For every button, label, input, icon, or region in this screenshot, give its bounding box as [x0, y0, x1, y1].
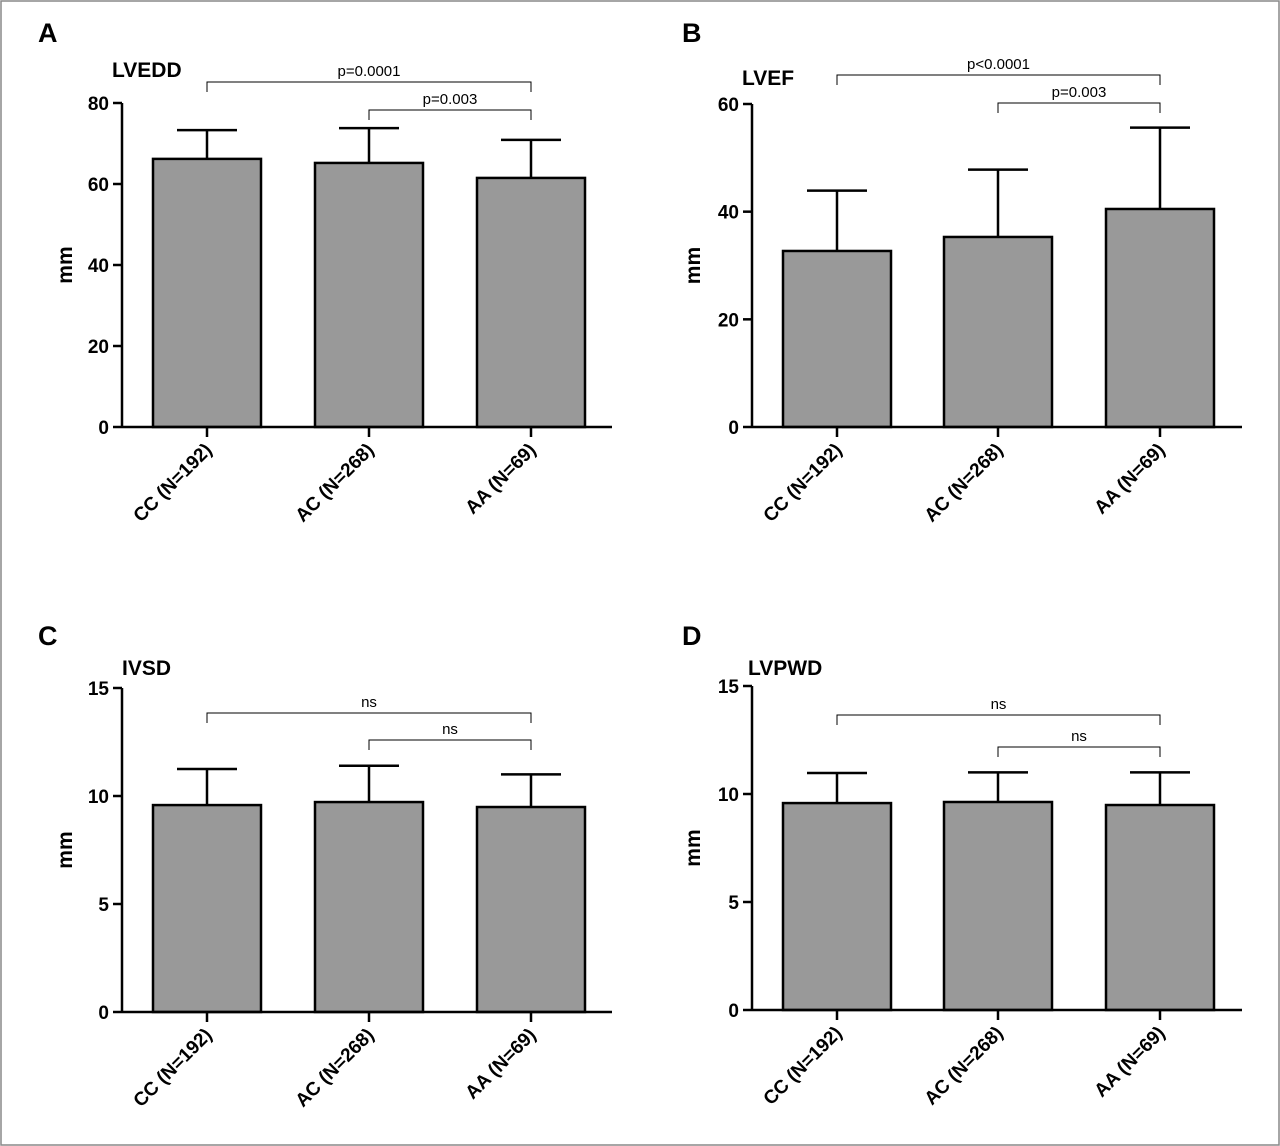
- x-tick-label: CC (N=192): [760, 1023, 847, 1110]
- y-tick-label: 15: [718, 677, 740, 698]
- y-tick-label: 20: [88, 337, 109, 358]
- chart-title: IVSD: [122, 657, 171, 680]
- bar-aa: [475, 176, 587, 429]
- significance-bracket: [368, 739, 532, 750]
- bar-cc: [781, 801, 893, 1012]
- x-tick-label: AA (N=69): [1091, 440, 1170, 519]
- bar-ac: [942, 800, 1054, 1012]
- y-tick-label: 5: [728, 893, 739, 914]
- y-tick-label: 10: [718, 785, 739, 806]
- y-tick-label: 0: [98, 1003, 109, 1024]
- bar-aa: [475, 805, 587, 1014]
- y-tick-label: 10: [88, 787, 109, 808]
- significance-bracket: [836, 74, 1161, 85]
- significance-bracket: [206, 81, 532, 92]
- x-tick-label: CC (N=192): [130, 1025, 217, 1112]
- y-axis-label: mm: [54, 831, 77, 868]
- significance-bracket: [368, 109, 532, 120]
- significance-label: ns: [442, 721, 458, 738]
- y-tick-label: 0: [728, 418, 739, 439]
- y-tick-label: 60: [88, 175, 109, 196]
- x-tick-label: AC (N=268): [292, 1025, 379, 1112]
- bar-ac: [942, 235, 1054, 429]
- significance-label: p=0.003: [1052, 84, 1107, 101]
- x-tick-label: AC (N=268): [921, 440, 1008, 527]
- y-tick-label: 5: [98, 895, 109, 916]
- bar-cc: [151, 803, 263, 1014]
- y-tick-label: 40: [88, 256, 109, 277]
- y-tick-label: 80: [88, 94, 109, 115]
- bar-aa: [1104, 207, 1216, 429]
- y-tick-label: 15: [88, 679, 110, 700]
- x-tick-label: AC (N=268): [921, 1023, 1008, 1110]
- x-tick-label: AA (N=69): [462, 1025, 541, 1104]
- panel-letter: D: [682, 621, 702, 651]
- significance-bracket: [836, 714, 1161, 725]
- y-tick-label: 60: [718, 95, 739, 116]
- significance-label: p=0.0001: [338, 63, 401, 80]
- significance-bracket: [997, 746, 1161, 757]
- y-axis-label: mm: [54, 246, 77, 283]
- bar-ac: [313, 161, 425, 429]
- x-tick-label: CC (N=192): [760, 440, 847, 527]
- chart-title: LVEDD: [112, 59, 182, 82]
- bar-cc: [781, 249, 893, 429]
- significance-bracket: [206, 712, 532, 723]
- x-tick-label: AA (N=69): [462, 440, 541, 519]
- significance-label: ns: [991, 696, 1007, 713]
- panel-letter: A: [38, 18, 58, 48]
- bar-ac: [313, 800, 425, 1014]
- x-tick-label: AC (N=268): [292, 440, 379, 527]
- y-axis-label: mm: [682, 829, 705, 866]
- chart-title: LVEF: [742, 67, 794, 90]
- panel-c: C IVSD mm CC (N=192) AC (N=268) AA (N=69) 0 5 10…: [38, 621, 612, 1112]
- significance-label: ns: [361, 694, 377, 711]
- x-tick-label: AA (N=69): [1091, 1023, 1170, 1102]
- y-tick-label: 20: [718, 310, 739, 331]
- y-tick-label: 0: [728, 1001, 739, 1022]
- x-tick-label: CC (N=192): [130, 440, 217, 527]
- panel-letter: B: [682, 18, 702, 48]
- bar-aa: [1104, 803, 1216, 1012]
- panel-a: A LVEDD mm CC (N=192) AC (N=268) AA (N=69) 0 20…: [38, 18, 612, 527]
- significance-bracket: [997, 102, 1161, 113]
- significance-label: p=0.003: [423, 91, 478, 108]
- significance-label: p<0.0001: [967, 56, 1030, 73]
- chart-title: LVPWD: [748, 657, 822, 680]
- panel-d: D LVPWD mm CC (N=192) AC (N=268) AA (N=69) 0 5 1…: [682, 621, 1242, 1110]
- y-axis-label: mm: [682, 247, 705, 284]
- panel-letter: C: [38, 621, 58, 651]
- bar-cc: [151, 157, 263, 429]
- y-tick-label: 40: [718, 203, 739, 224]
- y-tick-label: 0: [98, 418, 109, 439]
- significance-label: ns: [1071, 728, 1087, 745]
- panel-b: B LVEF mm CC (N=192) AC (N=268) AA (N=69) 0 20 4…: [682, 18, 1242, 527]
